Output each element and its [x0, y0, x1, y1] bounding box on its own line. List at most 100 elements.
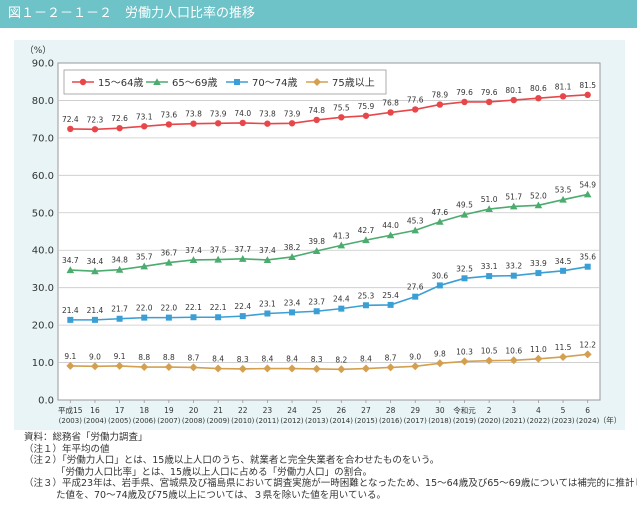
data-point — [238, 364, 247, 373]
data-point — [214, 364, 223, 373]
data-point — [115, 265, 124, 273]
data-label: 37.7 — [234, 245, 251, 254]
data-label: 49.5 — [456, 201, 473, 210]
data-label: 76.8 — [382, 98, 399, 107]
data-point — [436, 282, 443, 289]
data-label: 22.4 — [234, 302, 251, 311]
data-point — [66, 361, 75, 370]
data-point — [288, 120, 296, 127]
x-tick-year: (2007) — [157, 417, 181, 425]
series-line — [70, 265, 588, 321]
data-label: 10.6 — [505, 346, 522, 355]
data-label: 33.9 — [530, 259, 547, 268]
data-point — [288, 364, 297, 373]
data-point — [215, 314, 222, 321]
data-label: 8.8 — [163, 353, 175, 362]
data-point — [91, 267, 99, 275]
data-point — [583, 190, 592, 198]
data-point — [190, 314, 197, 321]
data-label: 41.3 — [333, 231, 350, 240]
data-point — [165, 121, 173, 128]
data-point — [362, 302, 369, 309]
data-label: 72.3 — [87, 115, 104, 124]
data-label: 73.9 — [210, 109, 227, 118]
data-label: 51.7 — [505, 192, 522, 201]
data-point — [67, 125, 74, 133]
data-point — [510, 272, 517, 279]
x-tick-label: 5 — [561, 406, 566, 415]
data-label: 74.8 — [308, 106, 325, 115]
note-1: （注１）年平均の値 — [24, 443, 110, 455]
data-point — [141, 314, 148, 321]
series-line — [70, 353, 588, 371]
data-point — [386, 231, 395, 239]
data-point — [510, 96, 517, 104]
y-tick-label: 80.0 — [32, 96, 54, 107]
data-label: 73.1 — [136, 112, 153, 121]
data-label: 9.0 — [89, 352, 101, 361]
data-label: 36.7 — [161, 249, 178, 258]
data-point — [79, 78, 87, 86]
data-label: 33.1 — [481, 262, 498, 271]
x-axis-unit: （年） — [599, 415, 622, 425]
data-label: 79.6 — [456, 88, 473, 97]
figure-title: 図１－２－１－２ 労働力人口比率の推移 — [0, 0, 637, 28]
y-tick-label: 50.0 — [32, 208, 54, 219]
note-3: （注３）平成23年は、岩手県、宮城県及び福島県において調査実施が一時困難となった… — [24, 478, 637, 489]
data-label: 8.7 — [188, 353, 200, 362]
data-point — [460, 210, 469, 218]
legend-label: 65～69歳 — [172, 77, 217, 89]
data-point — [190, 120, 197, 127]
data-label: 9.8 — [434, 349, 446, 358]
data-point — [559, 195, 567, 203]
data-label: 37.4 — [259, 246, 276, 255]
x-tick-label: 23 — [263, 406, 273, 415]
x-tick-label: 29 — [410, 406, 420, 415]
x-tick-year: (2003) — [59, 417, 83, 425]
data-label: 8.3 — [311, 355, 323, 364]
data-label: 44.0 — [382, 221, 399, 230]
data-label: 77.6 — [407, 95, 424, 104]
data-point — [485, 356, 494, 365]
data-point — [66, 266, 75, 274]
legend-label: 75歳以上 — [332, 77, 375, 89]
x-tick-label: 4 — [536, 406, 541, 415]
data-point — [214, 120, 222, 127]
x-tick-year: (2008) — [182, 417, 206, 425]
data-label: 52.0 — [530, 191, 547, 200]
data-label: 8.3 — [237, 355, 249, 364]
data-point — [411, 362, 420, 371]
x-tick-label: 25 — [312, 406, 322, 415]
x-tick-year: (2014) — [330, 417, 354, 425]
data-label: 45.3 — [407, 216, 424, 225]
data-point — [461, 98, 468, 106]
data-point — [116, 124, 123, 132]
data-label: 73.8 — [185, 110, 202, 119]
data-label: 34.7 — [62, 256, 79, 265]
data-label: 53.5 — [555, 186, 572, 195]
data-label: 33.2 — [505, 262, 522, 271]
y-tick-label: 70.0 — [32, 133, 54, 144]
x-tick-label: 26 — [337, 406, 347, 415]
x-tick-year: (2020) — [477, 417, 501, 425]
data-label: 9.0 — [409, 352, 421, 361]
x-tick-year: (2024) — [576, 417, 600, 425]
data-label: 47.6 — [432, 208, 449, 217]
data-label: 22.1 — [210, 303, 227, 312]
data-point — [165, 258, 173, 266]
y-tick-label: 90.0 — [32, 59, 54, 70]
y-tick-label: 40.0 — [32, 246, 54, 257]
data-point — [485, 205, 493, 213]
data-point — [435, 359, 444, 368]
data-label: 79.6 — [481, 88, 498, 97]
x-tick-year: (2005) — [108, 417, 132, 425]
x-tick-year: (2013) — [305, 417, 329, 425]
data-label: 75.9 — [358, 102, 375, 111]
note-2-continued: 「労働力人口比率」とは、15歳以上人口に占める「労働力人口」の割合。 — [56, 466, 373, 478]
data-point — [189, 256, 198, 263]
data-label: 34.5 — [555, 257, 572, 266]
data-point — [312, 247, 321, 254]
data-label: 27.6 — [407, 283, 424, 292]
series-line — [70, 193, 588, 272]
data-point — [337, 365, 346, 374]
